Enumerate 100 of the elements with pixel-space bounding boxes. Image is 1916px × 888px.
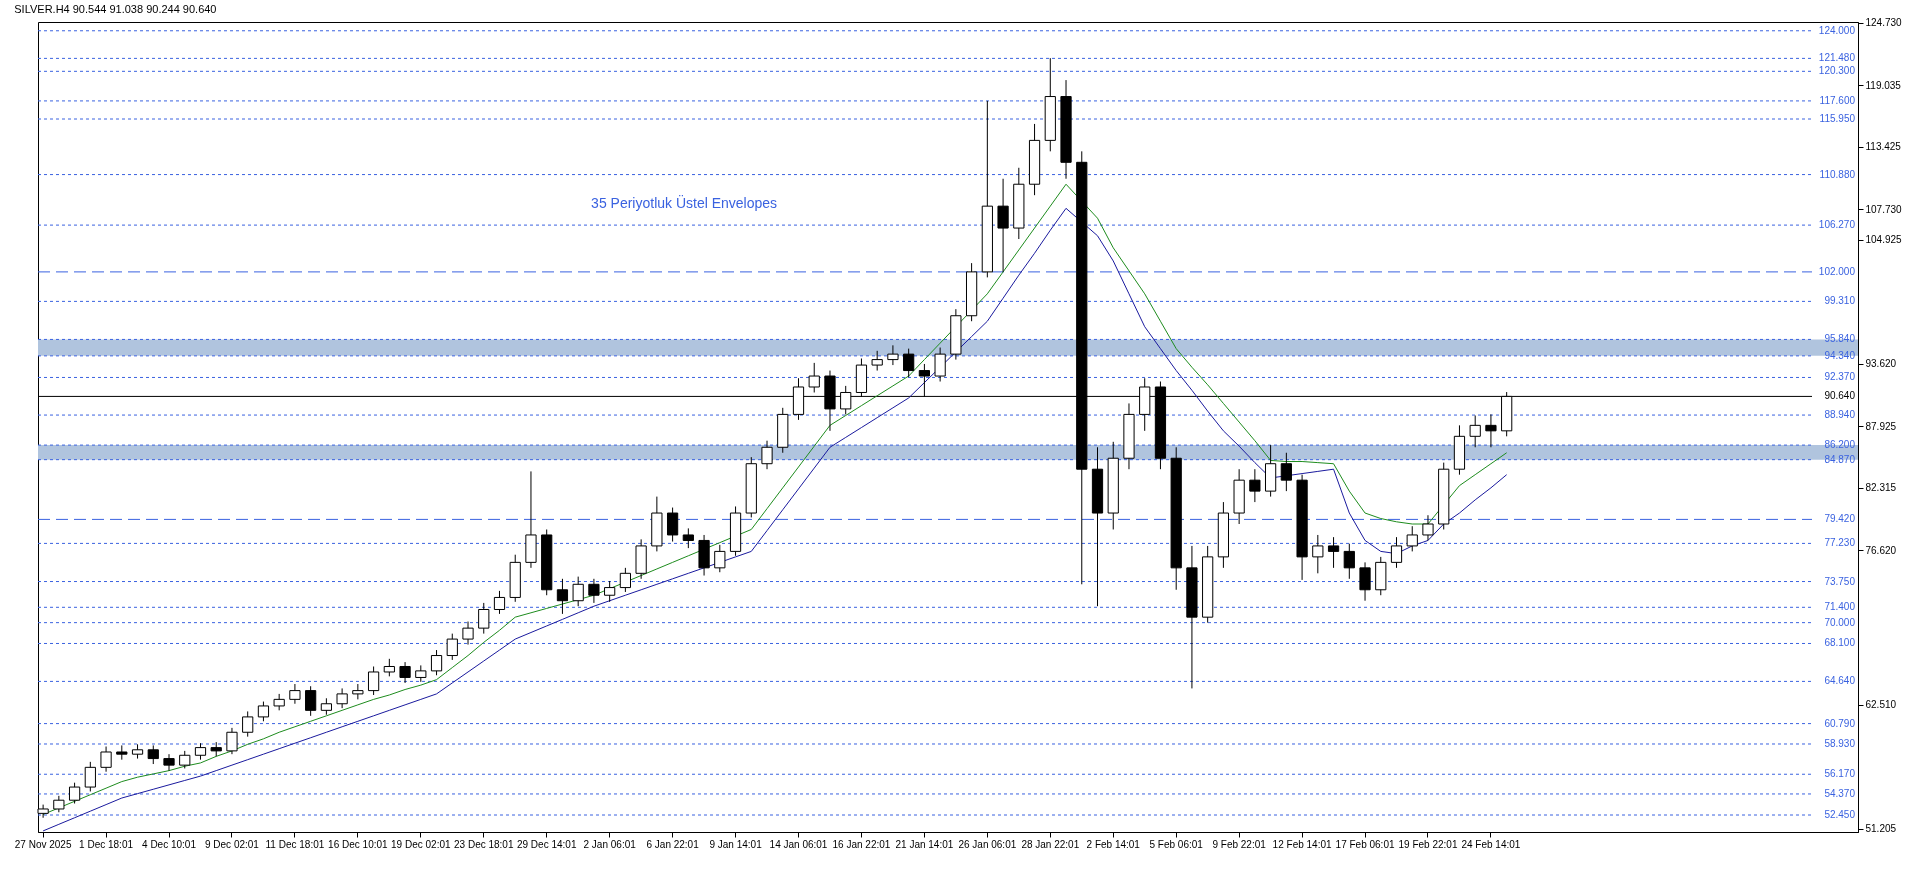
candlestick — [761, 440, 773, 470]
candlestick — [871, 350, 883, 372]
ref-line-label: 124.000 — [1818, 24, 1856, 36]
candlestick — [147, 744, 159, 765]
ref-line-label: 73.750 — [1824, 575, 1856, 587]
candlestick — [588, 578, 600, 604]
x-tick-label: 4 Dec 10:01 — [142, 838, 197, 850]
x-tick-label: 11 Dec 18:01 — [265, 838, 325, 850]
candlestick — [887, 344, 899, 366]
candlestick — [682, 527, 694, 549]
candlestick — [367, 665, 380, 696]
candlestick — [666, 507, 679, 543]
ref-line-label: 68.100 — [1824, 637, 1856, 649]
ref-line-label: 86.200 — [1824, 439, 1856, 451]
x-tick-label: 6 Jan 22:01 — [646, 838, 700, 850]
ref-line-label: 106.270 — [1818, 219, 1856, 231]
ref-line-label: 71.400 — [1824, 601, 1856, 613]
ref-line-label: 95.840 — [1824, 333, 1856, 345]
x-tick-label: 23 Dec 18:01 — [454, 838, 514, 850]
candlestick — [604, 580, 616, 603]
ref-line-label: 84.870 — [1824, 453, 1856, 465]
y-tick-label: 76.620 — [1865, 544, 1897, 556]
candlestick — [100, 746, 112, 773]
ref-line-label: 56.170 — [1824, 768, 1856, 780]
candlestick — [352, 683, 364, 700]
candlestick — [1343, 543, 1355, 580]
x-tick-label: 27 Nov 2025 — [14, 838, 72, 850]
candlestick — [242, 710, 254, 738]
candlestick — [336, 687, 348, 709]
ref-line-label: 52.450 — [1824, 809, 1856, 821]
ref-line-label: 70.000 — [1824, 616, 1856, 628]
ref-line-label: 88.940 — [1824, 409, 1856, 421]
x-tick-label: 2 Jan 06:01 — [583, 838, 637, 850]
y-tick-label: 93.620 — [1865, 358, 1897, 370]
candlestick — [68, 782, 81, 804]
ref-line-label: 92.370 — [1824, 371, 1856, 383]
candlestick — [163, 753, 175, 772]
ref-line-label: 79.420 — [1824, 513, 1856, 525]
candlestick — [1406, 525, 1418, 552]
ref-line-label: 58.930 — [1824, 737, 1856, 749]
x-tick-label: 29 Dec 14:01 — [516, 838, 577, 850]
ref-line-label: 60.790 — [1824, 717, 1856, 729]
ref-line-label: 115.950 — [1819, 113, 1856, 124]
ref-line-label: 64.640 — [1824, 675, 1856, 687]
candlestick — [462, 621, 474, 646]
ref-line-label: 94.340 — [1824, 349, 1856, 361]
x-tick-label: 19 Feb 22:01 — [1398, 838, 1458, 850]
candlestick — [619, 567, 631, 593]
x-tick-label: 2 Feb 14:01 — [1086, 838, 1141, 850]
x-tick-label: 16 Jan 22:01 — [832, 838, 891, 850]
candlestick — [903, 348, 915, 378]
candlestick — [399, 661, 411, 684]
candlestick — [1469, 414, 1481, 448]
candlestick — [572, 576, 584, 607]
y-tick-label: 113.425 — [1865, 141, 1902, 153]
y-tick-label: 62.510 — [1865, 699, 1897, 711]
x-tick-label: 19 Dec 02:01 — [391, 838, 451, 850]
x-tick-label: 28 Jan 22:01 — [1021, 838, 1080, 850]
candlestick — [1327, 536, 1340, 569]
x-tick-label: 26 Jan 06:01 — [958, 838, 1017, 850]
candlestick — [934, 347, 946, 383]
ref-line-label: 110.880 — [1819, 168, 1856, 180]
ref-line-label: 77.230 — [1824, 537, 1856, 549]
candlestick — [257, 701, 270, 722]
candlestick — [446, 633, 458, 661]
y-tick-label: 82.315 — [1865, 482, 1897, 494]
candlestick — [714, 544, 726, 573]
annotation: 35 Periyotluk Üstel Envelopes — [591, 194, 778, 212]
candlestick — [556, 578, 569, 615]
x-tick-label: 9 Dec 02:01 — [204, 838, 260, 850]
ref-line-label: 102.000 — [1818, 265, 1856, 277]
candlestick — [1249, 468, 1261, 503]
x-tick-label: 1 Dec 18:01 — [79, 838, 134, 850]
y-tick-label: 104.925 — [1865, 234, 1903, 246]
x-tick-label: 9 Jan 14:01 — [709, 838, 763, 850]
ref-line-label: 120.300 — [1818, 65, 1856, 77]
ref-line-label: 99.310 — [1824, 295, 1856, 307]
ref-line-label: 90.640 — [1824, 390, 1856, 402]
x-tick-label: 16 Dec 10:01 — [328, 838, 389, 850]
y-tick-label: 51.205 — [1865, 823, 1897, 835]
candlestick — [226, 727, 238, 755]
candlestick — [808, 362, 820, 393]
candlestick — [1422, 514, 1434, 541]
x-tick-label: 9 Feb 22:01 — [1212, 838, 1267, 850]
candlestick — [84, 761, 96, 792]
candlestick — [1312, 534, 1324, 574]
y-tick-label: 107.730 — [1865, 203, 1903, 215]
candlestick — [493, 590, 506, 615]
x-tick-label: 17 Feb 06:01 — [1335, 838, 1395, 850]
ref-line-label: 121.480 — [1818, 52, 1856, 64]
x-tick-label: 14 Jan 06:01 — [769, 838, 828, 850]
candlestick — [1280, 452, 1292, 492]
chart-title: SILVER.H4 90.544 91.038 90.244 90.640 — [14, 2, 217, 15]
candlestick — [1485, 413, 1497, 448]
ref-line-label: 54.370 — [1824, 787, 1856, 799]
candlestick — [478, 602, 490, 635]
candlestick — [997, 178, 1009, 273]
y-tick-label: 87.925 — [1865, 420, 1897, 432]
candlestick — [289, 683, 301, 705]
candlestick — [1390, 536, 1403, 569]
